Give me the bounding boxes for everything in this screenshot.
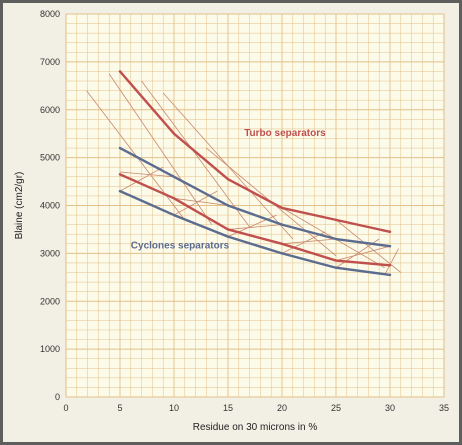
series-point — [226, 177, 230, 181]
hatch-line — [108, 73, 213, 225]
hatch-line — [173, 197, 229, 206]
series-point — [226, 228, 230, 231]
series-point — [388, 273, 392, 277]
series-point — [334, 259, 338, 262]
y-tick-label: 1000 — [40, 344, 60, 354]
series-point — [280, 242, 284, 245]
series-point — [226, 235, 230, 238]
y-tick-label: 0 — [55, 392, 60, 402]
y-tick-label: 6000 — [40, 105, 60, 115]
series-point — [226, 204, 230, 207]
x-tick-label: 5 — [117, 403, 122, 413]
series-point — [388, 230, 392, 234]
y-tick-label: 8000 — [40, 9, 60, 19]
hatch-line — [119, 166, 164, 192]
series-point — [172, 197, 176, 200]
series-point — [118, 146, 122, 150]
hatch-line — [335, 245, 391, 261]
y-tick-label: 3000 — [40, 248, 60, 258]
x-axis-title: Residue on 30 microns in % — [193, 422, 318, 433]
y-tick-label: 4000 — [40, 201, 60, 211]
series-point — [118, 189, 122, 193]
series-point — [280, 223, 284, 226]
hatch-line — [227, 224, 283, 230]
x-tick-label: 35 — [439, 403, 449, 413]
series-annotation: Cyclones separators — [131, 241, 230, 252]
x-tick-label: 15 — [223, 403, 233, 413]
series-point — [172, 175, 176, 178]
series-point — [172, 132, 176, 135]
hatch-line — [141, 80, 250, 228]
series-point — [280, 252, 284, 255]
hatch-line — [119, 171, 175, 178]
series-line — [118, 189, 392, 277]
series-annotation: Turbo separators — [244, 128, 326, 139]
x-tick-label: 30 — [385, 403, 395, 413]
x-tick-label: 10 — [169, 403, 179, 413]
series-line — [118, 173, 392, 267]
hatch-line — [384, 248, 399, 276]
series-line — [118, 70, 392, 234]
x-tick-label: 25 — [331, 403, 341, 413]
y-tick-label: 5000 — [40, 153, 60, 163]
series-point — [118, 70, 122, 73]
series-point — [172, 213, 176, 217]
x-tick-label: 0 — [63, 403, 68, 413]
series-point — [280, 206, 284, 210]
y-tick-label: 2000 — [40, 296, 60, 306]
hatch-line — [281, 238, 337, 245]
series-point — [388, 264, 392, 267]
series-point — [334, 237, 338, 241]
series-line — [118, 146, 392, 248]
series-point — [388, 244, 392, 248]
y-axis-title: Blaine (cm2/gr) — [14, 172, 25, 240]
y-tick-label: 7000 — [40, 57, 60, 67]
series-point — [334, 218, 338, 222]
x-tick-label: 20 — [277, 403, 287, 413]
series-point — [334, 266, 338, 269]
series-point — [118, 173, 122, 176]
